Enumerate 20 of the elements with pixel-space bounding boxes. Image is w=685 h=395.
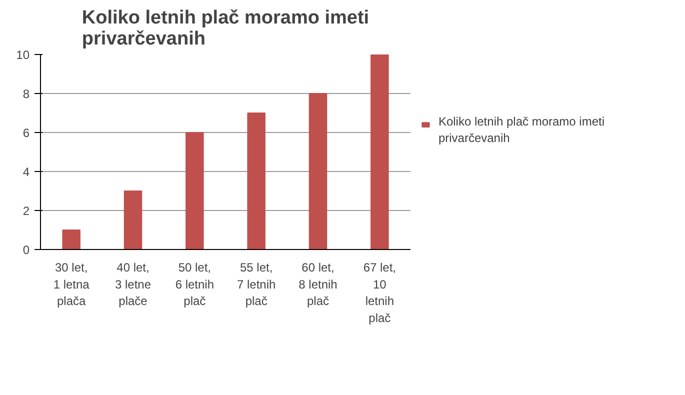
legend-label: Koliko letnih plač moramo imeti privarčevanih [438, 114, 605, 146]
bar [124, 190, 142, 250]
bar [308, 93, 328, 250]
x-tick-label: 30 let, 1 letna plača [53, 260, 90, 308]
y-tick-label: 8 [22, 87, 30, 101]
bar [62, 230, 80, 250]
y-tick-label: 2 [22, 204, 30, 218]
bar [186, 132, 204, 250]
x-tick-label: 55 let, 7 letnih plač [236, 260, 276, 308]
y-tick-label: 6 [22, 126, 30, 140]
y-tick-label: 0 [22, 243, 30, 257]
chart-title: Koliko letnih plač moramo imeti privarčevanih [82, 8, 370, 50]
bar [370, 54, 389, 250]
x-tick-label: 60 let, 8 letnih plač [298, 260, 338, 308]
y-tick-label: 10 [16, 48, 30, 62]
x-tick-label: 50 let, 6 letnih plač [175, 260, 214, 308]
bar [247, 112, 266, 250]
x-tick-label: 40 let, 3 letne plače [114, 260, 152, 308]
x-tick-label: 67 let, 10 letnih plač [363, 260, 396, 325]
y-tick-label: 4 [22, 165, 30, 179]
